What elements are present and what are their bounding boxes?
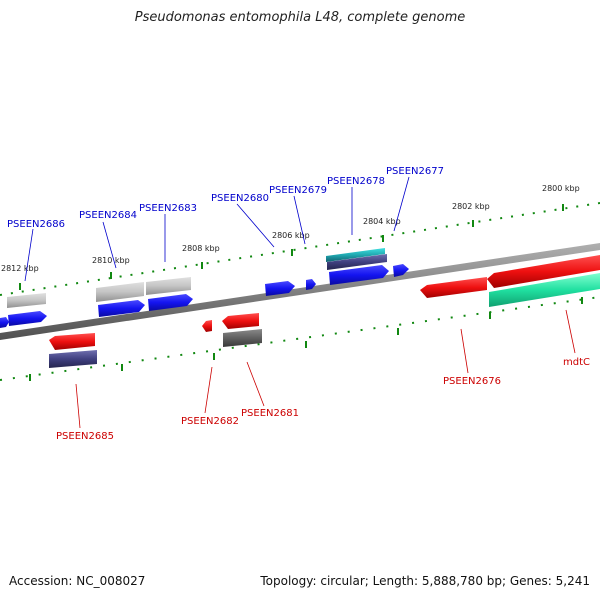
gene-arrow [98,300,145,317]
gene-arrow [393,264,409,277]
scale-label: 2804 kbp [363,217,401,226]
scale-labels: 2812 kbp 2810 kbp 2808 kbp 2806 kbp 2804… [1,184,580,273]
gene-label: PSEEN2686 [7,219,65,230]
scale-label: 2800 kbp [542,184,580,193]
gene-label: PSEEN2681 [241,408,299,419]
gene-arrow [146,277,191,295]
reverse-leaders [75,309,576,429]
gene-arrow [489,273,600,307]
genome-summary: Topology: circular; Length: 5,888,780 bp… [260,574,590,588]
reverse-gene-labels: PSEEN2685 PSEEN2682 PSEEN2681 PSEEN2676 … [56,357,590,442]
gene-arrow [49,333,95,350]
gene-label: PSEEN2685 [56,431,114,442]
gene-arrow [487,255,600,288]
major-ticks-lower [29,297,583,381]
gene-label: PSEEN2682 [181,416,239,427]
scale-label: 2812 kbp [1,264,39,273]
gene-label: PSEEN2676 [443,376,501,387]
gene-arrow [326,248,385,262]
gene-arrow [7,293,46,308]
gene-label: PSEEN2679 [269,185,327,196]
gene-label: mdtC [563,357,590,368]
gene-label: PSEEN2684 [79,210,137,221]
accession-label: Accession: NC_008027 [9,574,146,588]
forward-gene-labels: PSEEN2686 PSEEN2684 PSEEN2683 PSEEN2680 … [7,166,444,230]
gene-label: PSEEN2680 [211,193,269,204]
scale-label: 2806 kbp [272,231,310,240]
reverse-genes[interactable] [49,255,600,368]
gene-label: PSEEN2677 [386,166,444,177]
scale-label: 2810 kbp [92,256,130,265]
gene-arrow [265,281,295,296]
gene-arrow [8,311,47,326]
gene-arrow [96,282,144,302]
gene-label: PSEEN2683 [139,203,197,214]
gene-arrow [148,294,193,311]
forward-leaders [24,176,410,282]
gene-label: PSEEN2678 [327,176,385,187]
gene-arrow [306,279,316,290]
scale-label: 2808 kbp [182,244,220,253]
genome-backbone [0,243,600,340]
gene-arrow [420,277,487,298]
gene-arrow [49,350,97,368]
major-ticks-upper [19,204,564,290]
gene-arrow [329,265,389,285]
map-title: Pseudomonas entomophila L48, complete ge… [134,10,466,25]
gene-arrow [327,254,387,270]
gene-arrow [202,320,212,332]
gene-arrow [223,329,262,347]
scale-label: 2802 kbp [452,202,490,211]
forward-genes[interactable] [0,248,409,328]
gene-arrow [0,317,9,328]
gene-arrow [222,313,259,329]
